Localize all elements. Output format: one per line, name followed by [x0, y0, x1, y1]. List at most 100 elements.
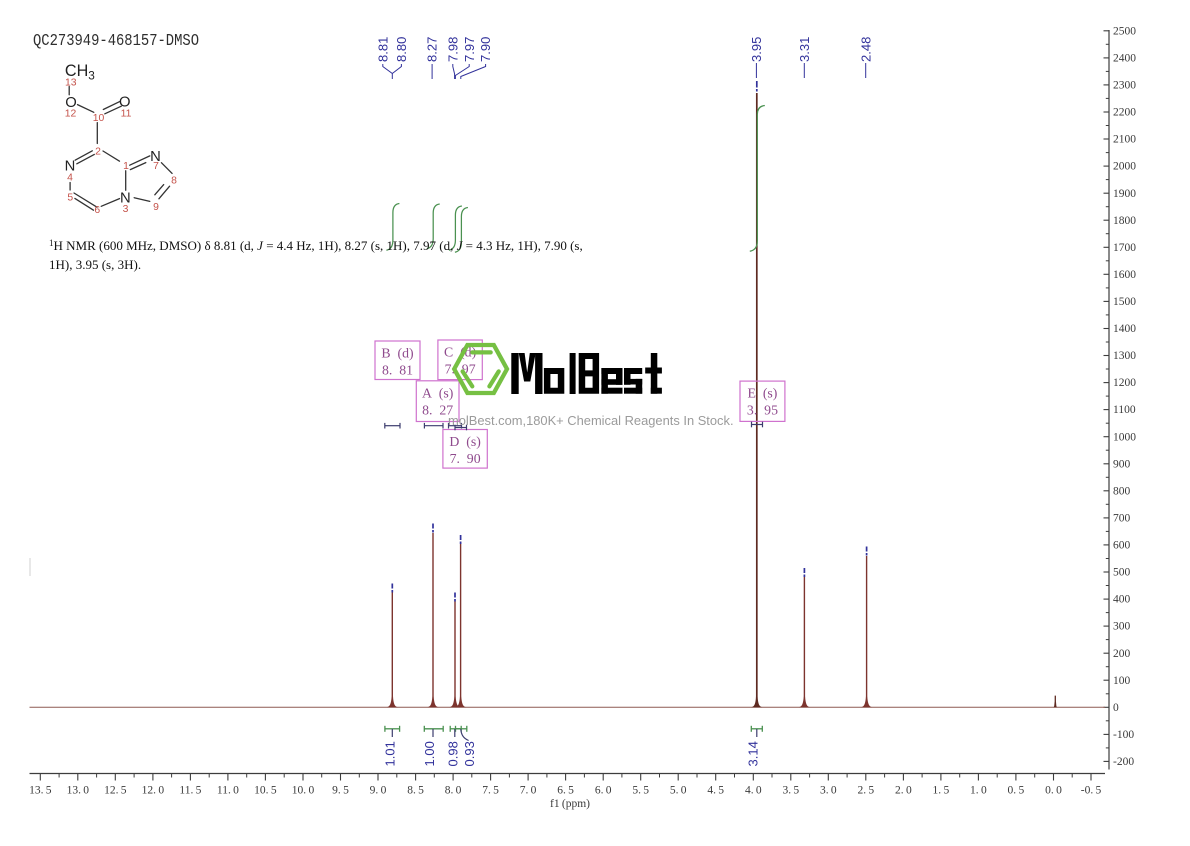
- svg-text:3: 3: [123, 204, 129, 215]
- svg-text:11. 0: 11. 0: [217, 785, 239, 797]
- svg-text:1700: 1700: [1113, 242, 1136, 254]
- svg-text:13. 5: 13. 5: [29, 785, 52, 797]
- svg-text:1. 0: 1. 0: [970, 785, 987, 797]
- svg-text:-200: -200: [1113, 756, 1134, 768]
- svg-text:1100: 1100: [1113, 404, 1136, 416]
- svg-text:13. 0: 13. 0: [67, 785, 90, 797]
- svg-text:B (d): B (d): [381, 346, 413, 362]
- svg-text:700: 700: [1113, 513, 1131, 525]
- svg-text:800: 800: [1113, 485, 1131, 497]
- svg-text:1H NMR (600 MHz, DMSO) δ 8.81: 1H NMR (600 MHz, DMSO) δ 8.81 (d, J = 4.…: [49, 238, 583, 253]
- svg-text:9: 9: [153, 202, 159, 213]
- svg-text:O: O: [65, 95, 77, 111]
- svg-text:molBest.com,180K+ Chemical Rea: molBest.com,180K+ Chemical Reagents In S…: [448, 413, 734, 428]
- svg-text:7: 7: [153, 161, 159, 172]
- svg-text:1800: 1800: [1113, 215, 1136, 227]
- svg-text:1300: 1300: [1113, 350, 1136, 362]
- svg-text:7.90: 7.90: [478, 37, 493, 62]
- svg-text:12. 0: 12. 0: [142, 785, 165, 797]
- svg-text:3. 0: 3. 0: [820, 785, 837, 797]
- svg-text:8.81: 8.81: [375, 37, 390, 62]
- svg-text:13: 13: [65, 78, 77, 89]
- svg-text:300: 300: [1113, 621, 1131, 633]
- svg-text:C (d): C (d): [444, 345, 476, 361]
- svg-text:2.48: 2.48: [858, 37, 873, 62]
- svg-text:2500: 2500: [1113, 25, 1136, 37]
- svg-text:3. 5: 3. 5: [782, 785, 799, 797]
- svg-text:10. 0: 10. 0: [292, 785, 315, 797]
- svg-text:8. 27: 8. 27: [422, 402, 453, 417]
- svg-text:0: 0: [1113, 702, 1119, 714]
- svg-text:1600: 1600: [1113, 269, 1136, 281]
- svg-text:8: 8: [171, 175, 177, 186]
- svg-text:2300: 2300: [1113, 80, 1136, 92]
- svg-text:9. 5: 9. 5: [332, 785, 349, 797]
- svg-text:11: 11: [121, 109, 132, 120]
- svg-text:6. 5: 6. 5: [557, 785, 574, 797]
- svg-text:900: 900: [1113, 458, 1131, 470]
- svg-text:f1 (ppm): f1 (ppm): [550, 798, 590, 810]
- svg-text:D (s): D (s): [449, 434, 480, 450]
- svg-text:4. 5: 4. 5: [707, 785, 724, 797]
- svg-text:7.98: 7.98: [445, 37, 460, 62]
- svg-text:2. 0: 2. 0: [895, 785, 912, 797]
- svg-text:500: 500: [1113, 567, 1131, 579]
- svg-text:5. 0: 5. 0: [670, 785, 687, 797]
- svg-text:600: 600: [1113, 540, 1131, 552]
- svg-text:6. 0: 6. 0: [595, 785, 612, 797]
- svg-text:3. 95: 3. 95: [747, 403, 778, 418]
- svg-text:100: 100: [1113, 675, 1131, 687]
- svg-text:2. 5: 2. 5: [857, 785, 874, 797]
- svg-text:7.97: 7.97: [462, 37, 477, 62]
- svg-text:0.93: 0.93: [462, 741, 477, 766]
- svg-text:0.98: 0.98: [446, 741, 461, 766]
- svg-text:N: N: [120, 190, 131, 206]
- svg-text:8. 5: 8. 5: [407, 785, 424, 797]
- svg-text:A (s): A (s): [422, 385, 453, 401]
- svg-text:N: N: [65, 158, 76, 174]
- svg-text:4: 4: [67, 173, 73, 184]
- svg-text:8.80: 8.80: [394, 37, 409, 62]
- svg-text:0. 5: 0. 5: [1008, 785, 1025, 797]
- svg-text:1.00: 1.00: [422, 741, 437, 766]
- svg-text:2400: 2400: [1113, 53, 1136, 65]
- svg-text:0. 0: 0. 0: [1045, 785, 1062, 797]
- svg-text:7. 97: 7. 97: [445, 362, 476, 377]
- svg-text:7. 5: 7. 5: [482, 785, 499, 797]
- svg-text:1.01: 1.01: [383, 741, 398, 766]
- svg-text:400: 400: [1113, 594, 1131, 606]
- svg-text:1400: 1400: [1113, 323, 1136, 335]
- svg-text:12. 5: 12. 5: [104, 785, 127, 797]
- svg-text:CH3: CH3: [65, 62, 95, 82]
- svg-text:1000: 1000: [1113, 431, 1136, 443]
- svg-text:4. 0: 4. 0: [745, 785, 762, 797]
- svg-text:5. 5: 5. 5: [632, 785, 649, 797]
- svg-text:1200: 1200: [1113, 377, 1136, 389]
- svg-text:1900: 1900: [1113, 188, 1136, 200]
- svg-text:N: N: [150, 149, 161, 165]
- svg-text:1. 5: 1. 5: [933, 785, 950, 797]
- svg-text:6: 6: [94, 205, 100, 216]
- svg-text:2200: 2200: [1113, 107, 1136, 119]
- svg-text:5: 5: [67, 192, 73, 203]
- svg-text:9. 0: 9. 0: [370, 785, 387, 797]
- svg-text:O: O: [119, 94, 131, 110]
- svg-text:10. 5: 10. 5: [254, 785, 277, 797]
- svg-text:10: 10: [93, 113, 105, 124]
- svg-text:200: 200: [1113, 648, 1131, 660]
- svg-text:3.14: 3.14: [746, 741, 761, 766]
- svg-text:8. 0: 8. 0: [445, 785, 462, 797]
- svg-text:8. 81: 8. 81: [382, 363, 413, 378]
- svg-text:1500: 1500: [1113, 296, 1136, 308]
- svg-text:1H), 3.95 (s, 3H).: 1H), 3.95 (s, 3H).: [49, 257, 141, 272]
- svg-text:8.27: 8.27: [425, 37, 440, 62]
- svg-text:11. 5: 11. 5: [179, 785, 201, 797]
- svg-text:7. 0: 7. 0: [520, 785, 537, 797]
- svg-text:3.31: 3.31: [797, 37, 812, 62]
- svg-text:-0. 5: -0. 5: [1081, 785, 1102, 797]
- svg-text:E (s): E (s): [748, 386, 778, 402]
- svg-text:1: 1: [123, 161, 129, 172]
- svg-text:3.95: 3.95: [749, 37, 764, 62]
- svg-text:7. 90: 7. 90: [450, 451, 481, 466]
- svg-text:2100: 2100: [1113, 134, 1136, 146]
